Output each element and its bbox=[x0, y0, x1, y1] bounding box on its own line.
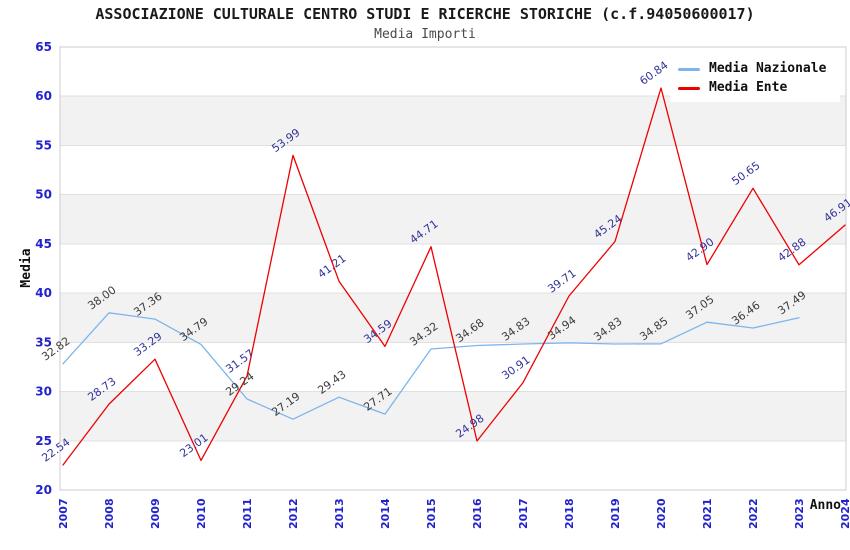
grid-band bbox=[60, 96, 846, 146]
legend-item-label: Media Ente bbox=[709, 80, 788, 95]
data-label: 50.65 bbox=[729, 159, 762, 188]
legend-swatch bbox=[678, 86, 700, 90]
y-tick-label: 20 bbox=[35, 483, 52, 497]
grid-bands bbox=[60, 96, 846, 441]
x-tick-label: 2014 bbox=[379, 498, 392, 529]
y-tick-label: 50 bbox=[35, 188, 52, 202]
legend-swatch bbox=[678, 67, 700, 71]
y-tick-label: 60 bbox=[35, 89, 52, 103]
series-line-media-ente bbox=[62, 87, 846, 466]
x-tick-label: 2016 bbox=[471, 498, 484, 529]
x-tick-label: 2009 bbox=[149, 498, 162, 529]
x-tick-label: 2019 bbox=[609, 498, 622, 529]
legend: Media Nazionale Media Ente bbox=[670, 57, 841, 102]
x-axis-tick-labels: 2007 2008 2009 2010 2011 2012 2013 2014 2015 2016… bbox=[57, 498, 850, 529]
chart-subtitle: Media Importi bbox=[374, 27, 476, 42]
x-tick-label: 2010 bbox=[195, 498, 208, 529]
y-tick-label: 30 bbox=[35, 385, 52, 399]
x-tick-label: 2012 bbox=[287, 498, 300, 529]
x-tick-label: 2013 bbox=[333, 498, 346, 529]
y-tick-label: 40 bbox=[35, 286, 52, 300]
grid-band bbox=[60, 293, 846, 343]
x-tick-label: 2021 bbox=[701, 498, 714, 529]
data-label: 30.91 bbox=[499, 353, 532, 382]
y-tick-label: 55 bbox=[35, 138, 52, 152]
plot-border bbox=[59, 46, 847, 491]
legend-item-label: Media Nazionale bbox=[709, 61, 827, 76]
data-label: 41.21 bbox=[315, 252, 348, 281]
y-tick-label: 45 bbox=[35, 237, 52, 251]
x-tick-label: 2008 bbox=[103, 498, 116, 529]
y-axis-title: Media bbox=[19, 248, 34, 287]
y-tick-label: 25 bbox=[35, 434, 52, 448]
data-label: 31.57 bbox=[223, 347, 256, 376]
x-tick-label: 2015 bbox=[425, 498, 438, 529]
x-tick-label: 2011 bbox=[241, 498, 254, 529]
x-tick-label: 2024 bbox=[839, 498, 850, 529]
series-line-media-nazionale bbox=[62, 312, 800, 420]
legend-item-media-ente: Media Ente bbox=[678, 81, 826, 95]
x-tick-label: 2020 bbox=[655, 498, 668, 529]
y-tick-label: 65 bbox=[35, 40, 52, 54]
x-tick-label: 2018 bbox=[563, 498, 576, 529]
grid-band bbox=[60, 194, 846, 244]
legend-item-media-nazionale: Media Nazionale bbox=[678, 62, 826, 76]
y-tick-label: 35 bbox=[35, 335, 52, 349]
x-tick-label: 2007 bbox=[57, 498, 70, 529]
data-label: 60.84 bbox=[637, 59, 670, 88]
x-tick-label: 2017 bbox=[517, 498, 530, 529]
grid-band bbox=[60, 391, 846, 441]
chart-title: ASSOCIAZIONE CULTURALE CENTRO STUDI E RI… bbox=[95, 5, 755, 23]
x-tick-label: 2023 bbox=[793, 498, 806, 529]
y-axis-tick-labels: 20 25 30 35 40 45 50 55 60 65 bbox=[35, 40, 52, 497]
x-tick-label: 2022 bbox=[747, 498, 760, 529]
x-axis-title: Anno bbox=[810, 498, 841, 513]
